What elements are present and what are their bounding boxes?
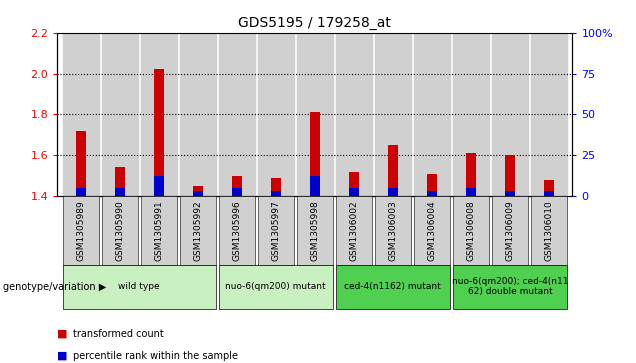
Text: GSM1305992: GSM1305992	[193, 200, 202, 261]
Bar	[193, 191, 203, 196]
Bar	[388, 145, 398, 196]
Text: genotype/variation ▶: genotype/variation ▶	[3, 282, 106, 292]
Bar	[154, 69, 163, 196]
Bar	[427, 174, 437, 196]
Bar	[154, 176, 163, 196]
Text: nuo-6(qm200) mutant: nuo-6(qm200) mutant	[226, 282, 326, 291]
Text: transformed count: transformed count	[73, 329, 164, 339]
Bar	[310, 176, 320, 196]
Text: wild type: wild type	[118, 282, 160, 291]
Bar	[232, 188, 242, 196]
Text: GSM1305990: GSM1305990	[115, 200, 124, 261]
Bar	[414, 33, 450, 196]
Bar	[76, 131, 85, 196]
Bar	[453, 33, 489, 196]
Text: GSM1306002: GSM1306002	[349, 200, 358, 261]
Bar	[180, 33, 216, 196]
Text: GSM1306009: GSM1306009	[506, 200, 515, 261]
Bar	[492, 33, 528, 196]
Bar	[76, 188, 85, 196]
Bar	[63, 33, 99, 196]
Text: ced-4(n1162) mutant: ced-4(n1162) mutant	[345, 282, 441, 291]
Text: ■: ■	[57, 329, 68, 339]
Bar	[336, 33, 372, 196]
Text: GSM1305998: GSM1305998	[310, 200, 319, 261]
Text: GSM1306004: GSM1306004	[427, 200, 436, 261]
Text: GSM1305997: GSM1305997	[272, 200, 280, 261]
Bar	[193, 186, 203, 196]
Bar	[310, 112, 320, 196]
Bar	[102, 33, 137, 196]
Bar	[505, 155, 515, 196]
Bar	[466, 153, 476, 196]
Bar	[505, 191, 515, 196]
Text: GSM1306008: GSM1306008	[466, 200, 476, 261]
Text: percentile rank within the sample: percentile rank within the sample	[73, 351, 238, 361]
Text: GSM1305989: GSM1305989	[76, 200, 85, 261]
Bar	[232, 176, 242, 196]
Bar	[544, 191, 554, 196]
Text: nuo-6(qm200); ced-4(n11
62) double mutant: nuo-6(qm200); ced-4(n11 62) double mutan…	[452, 277, 568, 297]
Text: GSM1306003: GSM1306003	[389, 200, 398, 261]
Text: ■: ■	[57, 351, 68, 361]
Bar	[271, 191, 280, 196]
Bar	[115, 167, 125, 196]
Bar	[349, 188, 359, 196]
Bar	[141, 33, 177, 196]
Bar	[375, 33, 411, 196]
Bar	[544, 180, 554, 196]
Bar	[388, 188, 398, 196]
Bar	[349, 171, 359, 196]
Bar	[531, 33, 567, 196]
Text: GSM1305991: GSM1305991	[154, 200, 163, 261]
Bar	[271, 178, 280, 196]
Bar	[297, 33, 333, 196]
Text: GSM1306010: GSM1306010	[544, 200, 553, 261]
Bar	[427, 191, 437, 196]
Bar	[466, 188, 476, 196]
Title: GDS5195 / 179258_at: GDS5195 / 179258_at	[238, 16, 391, 30]
Bar	[258, 33, 294, 196]
Bar	[219, 33, 254, 196]
Text: GSM1305996: GSM1305996	[232, 200, 241, 261]
Bar	[115, 188, 125, 196]
